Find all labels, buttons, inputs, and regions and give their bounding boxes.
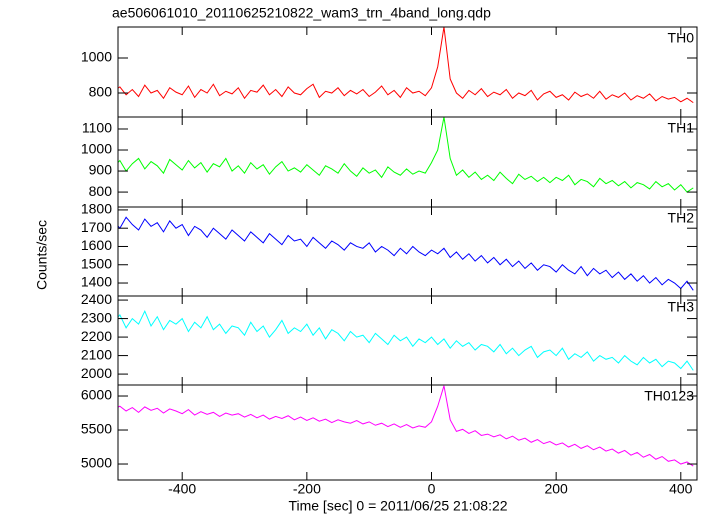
- panel-label: TH3: [668, 299, 695, 315]
- y-tick-label: 1100: [82, 120, 112, 136]
- y-tick-label: 2300: [81, 309, 112, 325]
- y-tick-label: 1800: [81, 201, 112, 217]
- y-tick-label: 800: [89, 183, 113, 199]
- data-line: [118, 216, 694, 291]
- y-tick-label: 1500: [81, 255, 112, 271]
- x-tick-label: 200: [544, 481, 568, 497]
- data-line: [118, 27, 694, 104]
- y-tick-label: 2100: [81, 346, 112, 362]
- panel-label: TH0123: [644, 388, 694, 404]
- y-tick-label: 1600: [81, 237, 112, 253]
- x-axis-label: Time [sec] 0 = 2011/06/25 21:08:22: [288, 498, 507, 514]
- data-line: [118, 385, 694, 467]
- y-tick-label: 1000: [81, 49, 112, 65]
- panel-label: TH0: [668, 30, 695, 46]
- panel-frame: [117, 295, 698, 386]
- y-tick-label: 2400: [81, 291, 112, 307]
- chart-title: ae506061010_20110625210822_wam3_trn_4ban…: [112, 5, 491, 21]
- panel-frame: [117, 116, 698, 208]
- x-tick-label: 400: [669, 481, 693, 497]
- x-tick-label: -200: [293, 481, 321, 497]
- y-tick-label: 1400: [81, 274, 112, 290]
- y-axis-label: Counts/sec: [34, 220, 50, 290]
- y-tick-label: 2200: [81, 328, 112, 344]
- y-tick-label: 1700: [81, 219, 112, 235]
- panel-frame: [117, 26, 698, 118]
- y-tick-label: 1000: [81, 141, 112, 157]
- x-tick-label: -400: [168, 481, 196, 497]
- panel-frame: [117, 384, 698, 481]
- y-tick-label: 900: [89, 162, 113, 178]
- x-tick-label: 0: [428, 481, 436, 497]
- data-line: [118, 309, 694, 371]
- y-tick-label: 2000: [81, 365, 112, 381]
- y-tick-label: 800: [89, 84, 113, 100]
- panel-frame: [117, 206, 698, 297]
- data-line: [118, 117, 694, 193]
- panel-label: TH1: [668, 120, 695, 136]
- y-tick-label: 5000: [81, 455, 112, 471]
- y-tick-label: 5500: [81, 421, 112, 437]
- panel-label: TH2: [668, 210, 695, 226]
- y-tick-label: 6000: [81, 387, 112, 403]
